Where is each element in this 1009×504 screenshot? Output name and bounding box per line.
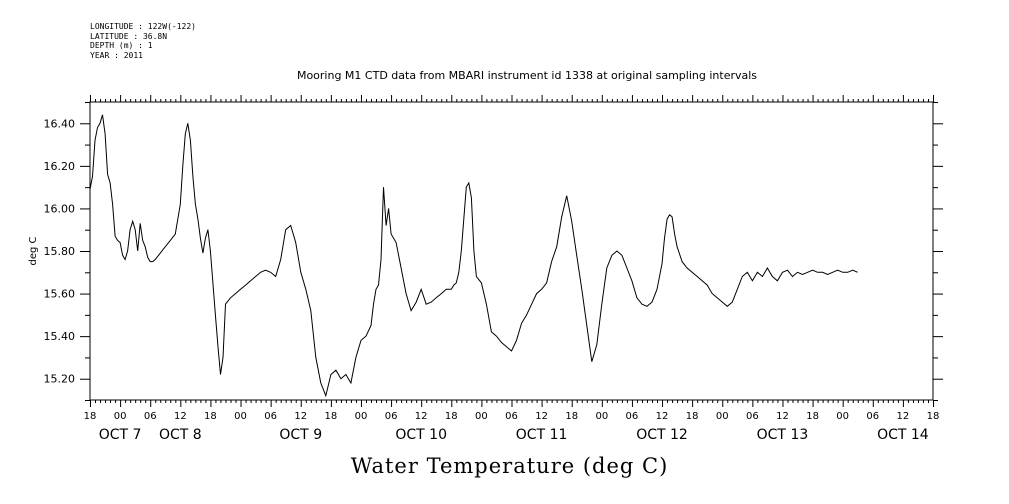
x-tick-label: 18 [806, 411, 819, 422]
x-day-label: OCT 8 [159, 427, 202, 443]
x-tick-label: 18 [565, 411, 578, 422]
y-tick-label: 16.00 [44, 202, 76, 215]
plot-frame [89, 101, 934, 401]
x-tick-label: 18 [927, 411, 940, 422]
x-tick-label: 00 [355, 411, 368, 422]
latitude-label: LATITUDE : 36.8N [90, 31, 168, 41]
x-tick-label: 00 [234, 411, 247, 422]
x-tick-label: 06 [866, 411, 879, 422]
x-tick-label: 12 [415, 411, 428, 422]
x-day-label: OCT 12 [636, 427, 688, 443]
x-day-label: OCT 7 [99, 427, 142, 443]
x-tick-label: 00 [836, 411, 849, 422]
x-tick-label: 06 [264, 411, 277, 422]
x-tick-label: 00 [716, 411, 729, 422]
chart-title: Mooring M1 CTD data from MBARI instrumen… [296, 69, 758, 82]
y-tick-label: 15.60 [44, 288, 76, 301]
x-tick-label: 06 [385, 411, 398, 422]
y-tick-label: 16.40 [44, 117, 76, 130]
location-metadata: LONGITUDE : 122W(-122) LATITUDE : 36.8N … [90, 22, 196, 60]
x-tick-label: 00 [114, 411, 127, 422]
depth-label: DEPTH (m) : 1 [90, 41, 153, 50]
x-tick-label: 12 [535, 411, 548, 422]
y-tick-label: 15.80 [44, 245, 76, 258]
y-tick-label: 16.20 [44, 160, 76, 173]
x-tick-label: 12 [294, 411, 307, 422]
longitude-label: LONGITUDE : 122W(-122) [90, 22, 196, 31]
x-tick-label: 18 [686, 411, 699, 422]
x-day-label: OCT 11 [516, 427, 568, 443]
x-tick-label: 00 [595, 411, 608, 422]
x-tick-label: 12 [897, 411, 910, 422]
x-tick-label: 12 [174, 411, 187, 422]
x-tick-label: 12 [776, 411, 789, 422]
x-day-label: OCT 13 [757, 427, 809, 443]
x-tick-label: 12 [656, 411, 669, 422]
x-tick-label: 00 [475, 411, 488, 422]
x-day-label: OCT 9 [279, 427, 322, 443]
y-tick-label: 15.40 [44, 330, 76, 343]
y-tick-label: 15.20 [44, 373, 76, 386]
x-tick-label: 06 [505, 411, 518, 422]
x-day-label: OCT 10 [395, 427, 447, 443]
x-day-label: OCT 14 [877, 427, 929, 443]
temperature-series-line [89, 114, 858, 398]
x-tick-label: 18 [204, 411, 217, 422]
x-tick-label: 06 [746, 411, 759, 422]
year-label: YEAR : 2011 [90, 50, 143, 60]
x-tick-label: 18 [324, 411, 337, 422]
x-tick-label: 06 [626, 411, 639, 422]
variable-label: Water Temperature (deg C) [350, 454, 669, 478]
x-tick-label: 18 [445, 411, 458, 422]
x-tick-label: 18 [84, 411, 97, 422]
y-axis-label: deg C [28, 236, 39, 265]
x-tick-label: 06 [144, 411, 157, 422]
